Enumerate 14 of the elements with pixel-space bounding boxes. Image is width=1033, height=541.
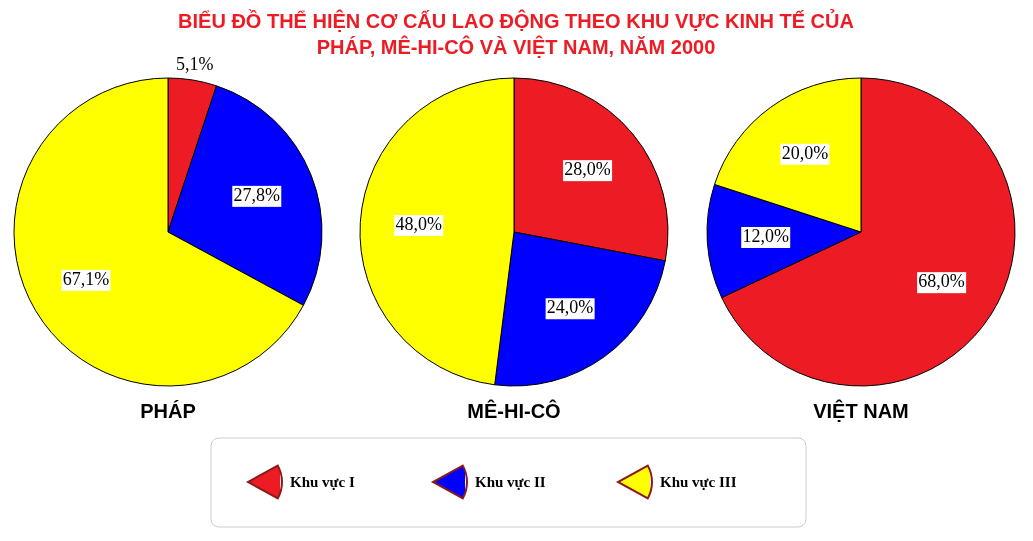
data-label: 12,0% <box>742 226 789 247</box>
text: PHÁP <box>140 400 196 422</box>
legend-label: Khu vực II <box>475 474 546 490</box>
data-label: 27,8% <box>233 184 281 205</box>
data-label: 67,1% <box>62 268 110 289</box>
text: MÊ-HI-CÔ <box>467 399 561 422</box>
legend-label: Khu vực III <box>660 474 737 490</box>
data-label: 68,0% <box>918 271 965 292</box>
data-label: 28,0% <box>564 159 611 180</box>
data-label: 24,0% <box>546 297 594 318</box>
data-label: 48,0% <box>395 214 442 235</box>
text: VIỆT NAM <box>813 399 909 422</box>
legend-label: Khu vực I <box>290 474 356 490</box>
data-label: 20,0% <box>781 142 829 163</box>
